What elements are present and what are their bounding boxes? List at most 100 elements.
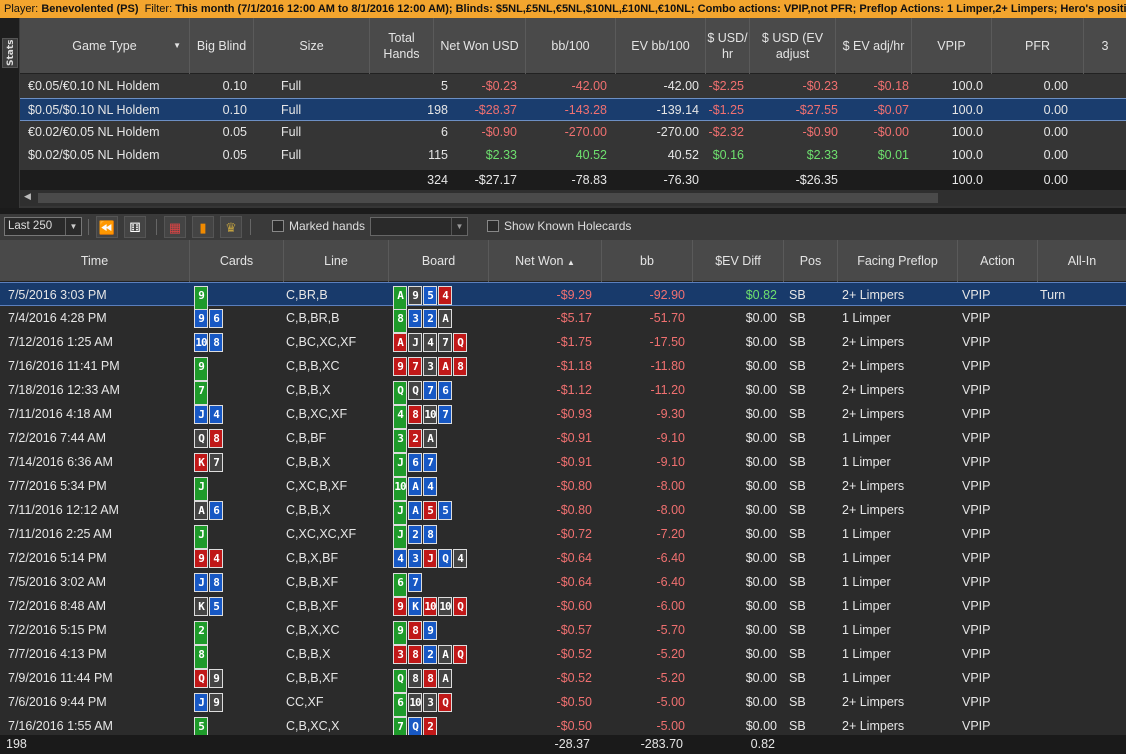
scrollbar-thumb[interactable] [38,193,938,203]
col-net-won[interactable]: Net Won USD [434,18,526,74]
hand-row[interactable]: 7/16/2016 11:41 PM98C,B,B,XC973A8-$1.18-… [0,354,1126,381]
total-hands: 6 [441,125,448,139]
ev-bb100: -42.00 [663,79,699,93]
col-ev-adj-hr[interactable]: $ EV adj/hr [836,18,912,74]
col-size[interactable]: Size [254,18,370,74]
chevron-down-icon: ▼ [451,218,467,235]
hand-row[interactable]: 7/5/2016 3:03 PMA9C,BR,BK9A54-$9.29-92.9… [0,282,1126,310]
ev-diff: $0.00 [745,599,777,613]
col-facing-preflop[interactable]: Facing Preflop [838,240,958,282]
col-line[interactable]: Line [284,240,389,282]
bb100: -270.00 [564,125,607,139]
marked-hands-select[interactable]: ▼ [370,217,468,236]
dice-icon[interactable]: ⚅ [124,216,146,238]
col-vpip[interactable]: VPIP [912,18,992,74]
playing-card: 4 [423,333,437,352]
hand-row[interactable]: 7/2/2016 5:14 PM 9 4 C,B,X,BF 4 3 J Q 4 -$0.64 -6.… [0,546,1126,570]
preflop-action: VPIP [962,359,991,373]
position: SB [789,695,806,709]
col-pos[interactable]: Pos [784,240,838,282]
playing-card: 2 [408,429,422,448]
col-pfr[interactable]: PFR [992,18,1084,74]
total-hands: 5 [441,79,448,93]
col-bb100[interactable]: bb/100 [526,18,616,74]
action-line: C,XC,XC,XF [286,527,357,541]
stats-row[interactable]: €0.02/€0.05 NL Holdem 0.05 Full 6 -$0.90 -270… [20,121,1126,144]
stats-row[interactable]: $0.02/$0.05 NL Holdem 0.05 Full 115 $2.33 40.… [20,144,1126,167]
col-cards[interactable]: Cards [190,240,284,282]
playing-card: 5 [423,286,437,305]
preflop-action: VPIP [962,335,991,349]
col-board[interactable]: Board [389,240,489,282]
facing-preflop: 2+ Limpers [842,407,905,421]
range-select[interactable]: Last 250 ▼ [4,217,82,236]
grid-icon[interactable]: ▦ [164,216,186,238]
hole-cards: A9 [194,286,208,310]
col-net-won[interactable]: Net Won ▲ [489,240,602,282]
playing-card: 3 [408,549,422,568]
col-game-type[interactable]: Game Type ▼ [20,18,190,74]
playing-card: 3 [408,309,422,328]
action-line: C,B,B,X [286,455,331,469]
col-usd-ev-adjust[interactable]: $ USD (EV adjust [750,18,836,74]
hand-row[interactable]: 7/7/2016 4:13 PM98C,B,B,X382AQ-$0.52-5.2… [0,642,1126,669]
stats-row[interactable]: $0.05/$0.10 NL Holdem 0.10 Full 198 -$28.37 -… [20,98,1126,121]
action-line: C,B,B,XF [286,671,339,685]
action-line: CC,XF [286,695,324,709]
playing-card: 10 [393,477,407,501]
hand-row[interactable]: 7/11/2016 2:25 AM J6 C,XC,XC,XF 4J2J8 -$0.72… [0,522,1126,549]
hand-row[interactable]: 7/7/2016 5:34 PM QJ C,XC,B,XF 7910A4 -$0.80 -… [0,474,1126,501]
col-all-in[interactable]: All-In [1067,254,1097,268]
all-in-street [1040,402,1124,426]
marked-hands-checkbox[interactable] [272,220,284,232]
hand-row[interactable]: 7/6/2016 9:44 PMJ9CC,XFA1036Q-$0.50-5.00… [0,690,1126,717]
hand-row[interactable]: 7/9/2016 11:44 PMQ9C,B,B,XF68Q8A-$0.52-5… [0,666,1126,693]
ev-bb100: -270.00 [656,125,699,139]
hand-time: 7/7/2016 4:13 PM [8,647,107,661]
hand-row[interactable]: 7/18/2016 12:33 AMK7C,B,B,X6Q76Q-$1.12-1… [0,378,1126,405]
action-line: C,BR,B [286,288,328,302]
hand-row[interactable]: 7/14/2016 6:36 AMK7C,B,B,XKJ67J-$0.91-9.… [0,450,1126,477]
hand-row[interactable]: 7/5/2016 3:02 AM J8 C,B,B,XF J3976 -$0.64 -6.… [0,570,1126,597]
col-ev-bb100[interactable]: EV bb/100 [616,18,706,74]
net-won: -$0.72 [556,527,592,541]
hand-row[interactable]: 7/11/2016 4:18 AMJ4C,B,XC,XF784107-$0.93… [0,402,1126,429]
preflop-action: VPIP [962,551,991,565]
col-time[interactable]: Time [0,240,190,282]
col-action[interactable]: Action [958,240,1038,282]
hand-row[interactable]: 7/2/2016 8:48 AM K 5 C,B,B,XF 9 K 10 10 Q -$0.60-… [0,594,1126,618]
col-big-blind[interactable]: Big Blind [190,18,254,74]
panel-splitter[interactable] [0,208,1126,214]
hand-row[interactable]: 7/2/2016 7:44 AMQ8C,B,BFQ23A-$0.91-9.10$… [0,426,1126,453]
all-in-street: Turn [1040,288,1066,302]
pfr: 0.00 [1043,79,1068,93]
col-total-hands[interactable]: Total Hands [370,18,434,74]
horizontal-scrollbar[interactable]: ◀ [20,190,1126,206]
preflop-action: VPIP [962,479,991,493]
stats-row[interactable]: €0.05/€0.10 NL Holdem 0.10 Full 5 -$0.23 -42.… [20,75,1126,98]
col-usd-hr[interactable]: $ USD/ hr [706,18,750,74]
col-bb[interactable]: bb [602,240,693,282]
net-won: -$0.23 [481,79,517,93]
all-in-street [1040,522,1124,546]
bar-chart-icon[interactable]: ▮ [192,216,214,238]
col-ev-diff[interactable]: $EV Diff [693,240,784,282]
hand-row[interactable]: 7/12/2016 1:25 AM 10 8 C,BC,XC,XF A J 4 7 Q -$1.7… [0,330,1126,354]
ev-diff: $0.00 [745,503,777,517]
replay-icon[interactable]: ⏪ [96,216,118,238]
facing-preflop: 2+ Limpers [842,719,905,733]
known-holecards-checkbox[interactable] [487,220,499,232]
hand-row[interactable]: 7/11/2016 12:12 AMA6C,B,B,X8JA55-$0.80-8… [0,498,1126,525]
hand-row[interactable]: 7/4/2016 4:28 PM96C,B,BR,B7328A-$5.17-51… [0,306,1126,333]
scroll-left-icon[interactable]: ◀ [24,192,31,202]
hand-row[interactable]: 7/16/2016 1:55 AM Q5 C,B,XC,X AQ297 -$0.50 -5… [0,714,1126,741]
action-line: C,B,XC,X [286,719,340,733]
stats-side-tab[interactable]: Stats [2,38,18,68]
trophy-icon[interactable]: ♛ [220,216,242,238]
col-more[interactable]: 3 [1101,39,1109,53]
playing-card: A [393,286,407,310]
hand-row[interactable]: 7/2/2016 5:15 PM Q2 C,B,X,XC 72989 -$0.57 -5.… [0,618,1126,645]
